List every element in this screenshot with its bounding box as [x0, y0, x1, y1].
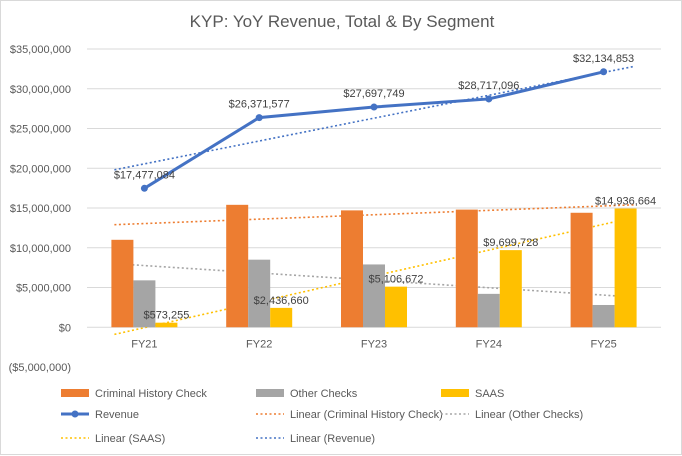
x-tick-label: FY24 [476, 338, 502, 350]
bar [341, 210, 363, 328]
legend-swatch [441, 389, 469, 397]
revenue-line-series [140, 68, 608, 192]
legend-label: SAAS [475, 388, 504, 400]
legend-label: Linear (Other Checks) [475, 409, 583, 421]
bar-data-label: $2,436,660 [254, 295, 309, 307]
revenue-point [255, 114, 263, 122]
chart-title: KYP: YoY Revenue, Total & By Segment [190, 12, 495, 31]
bar [477, 293, 500, 328]
bar [592, 304, 615, 328]
trendline [114, 204, 634, 226]
x-tick-label: FY21 [131, 338, 157, 350]
y-tick-label: $5,000,000 [16, 283, 71, 295]
legend-marker [71, 410, 79, 418]
x-tick-label: FY25 [590, 338, 616, 350]
legend-label: Linear (Revenue) [290, 433, 375, 445]
bar [499, 250, 522, 328]
revenue-point [485, 95, 493, 103]
y-tick-label: $25,000,000 [10, 124, 71, 136]
bar [111, 239, 134, 328]
y-tick-label: $20,000,000 [10, 163, 71, 175]
legend-label: Revenue [95, 409, 139, 421]
x-tick-label: FY23 [361, 338, 387, 350]
y-tick-label: $35,000,000 [10, 44, 71, 56]
bars [111, 204, 637, 328]
axis-ticks: ($5,000,000) $0 $5,000,000 $10,000,000 $15,0… [9, 44, 617, 374]
revenue-point [370, 103, 378, 111]
bar [270, 307, 293, 328]
revenue-point [600, 68, 608, 76]
revenue-data-label: $27,697,749 [343, 88, 404, 100]
bar [133, 280, 156, 328]
y-tick-label: $30,000,000 [10, 84, 71, 96]
bar [226, 204, 249, 328]
revenue-data-label: $17,477,084 [114, 169, 175, 181]
bar-data-label: $573,255 [143, 310, 189, 322]
y-tick-label: $10,000,000 [10, 243, 71, 255]
revenue-data-label: $28,717,096 [458, 80, 519, 92]
trendline [114, 262, 634, 298]
legend-swatch [256, 389, 284, 397]
legend-label: Linear (SAAS) [95, 433, 165, 445]
legend-swatch [61, 389, 89, 397]
x-tick-label: FY22 [246, 338, 272, 350]
y-tick-label: $0 [59, 322, 71, 334]
bar [385, 286, 407, 328]
bar [614, 208, 637, 328]
revenue-point [140, 184, 148, 192]
y-tick-label: ($5,000,000) [9, 362, 71, 374]
bar [363, 264, 385, 328]
y-tick-label: $15,000,000 [10, 203, 71, 215]
gridlines [87, 48, 661, 328]
legend-label: Criminal History Check [95, 388, 207, 400]
bar-data-label: $5,106,672 [368, 274, 423, 286]
revenue-data-label: $32,134,853 [573, 53, 634, 65]
bar-data-label: $9,699,728 [483, 237, 538, 249]
bar [248, 259, 271, 328]
bar-data-label: $14,936,664 [595, 196, 656, 208]
legend: Criminal History Check Other Checks SAAS Re… [61, 388, 583, 445]
bar [455, 209, 478, 328]
data-labels: $573,255 $2,436,660 $5,106,672 $9,699,728 $1… [114, 53, 656, 322]
bar [570, 212, 593, 328]
bar [155, 322, 178, 328]
revenue-data-label: $26,371,577 [229, 99, 290, 111]
legend-label: Other Checks [290, 388, 358, 400]
legend-label: Linear (Criminal History Check) [290, 409, 443, 421]
